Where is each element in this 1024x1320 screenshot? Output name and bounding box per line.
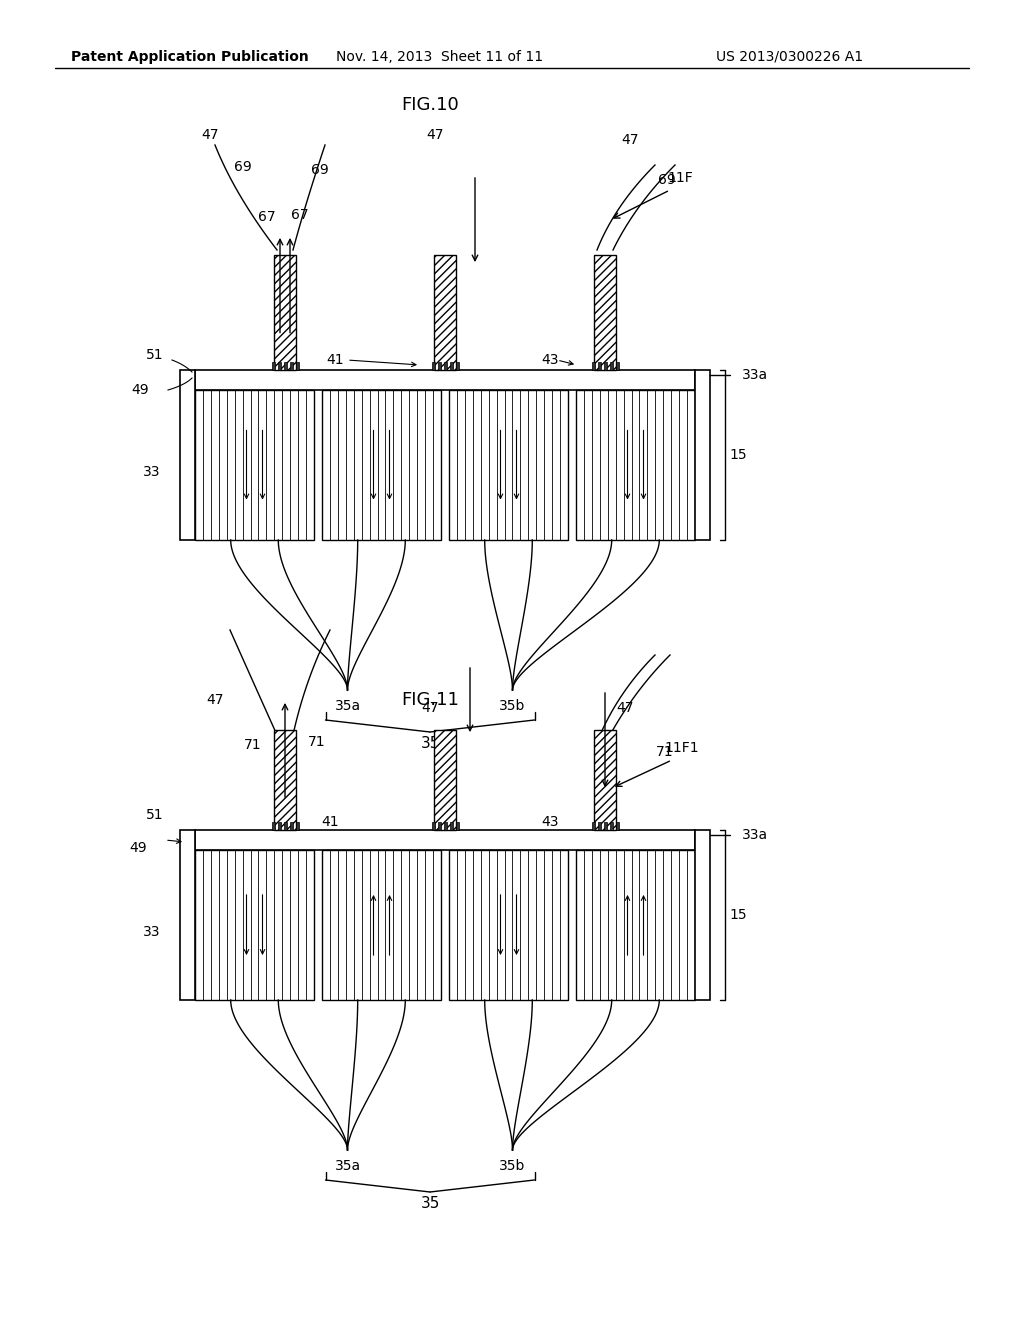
Text: 33: 33	[143, 925, 161, 939]
Bar	[290, 822, 293, 830]
Text: US 2013/0300226 A1: US 2013/0300226 A1	[717, 50, 863, 63]
Bar	[195, 389, 314, 540]
Bar	[437, 822, 440, 830]
Bar	[443, 822, 446, 830]
Bar	[195, 370, 695, 389]
Bar	[592, 822, 595, 830]
Text: 47: 47	[622, 133, 639, 147]
Text: 33: 33	[143, 465, 161, 479]
Text: Nov. 14, 2013  Sheet 11 of 11: Nov. 14, 2013 Sheet 11 of 11	[337, 50, 544, 63]
Text: 11F: 11F	[667, 172, 693, 185]
Bar	[695, 370, 710, 540]
Bar	[450, 362, 453, 370]
Text: 71: 71	[308, 735, 326, 748]
Text: 15: 15	[729, 908, 746, 921]
Text: 49: 49	[131, 383, 148, 397]
Text: 35b: 35b	[500, 1159, 525, 1173]
Text: 35: 35	[420, 1196, 439, 1212]
Bar	[434, 730, 456, 830]
Bar	[296, 822, 299, 830]
Bar	[180, 370, 195, 540]
Text: 69: 69	[311, 162, 329, 177]
Bar	[443, 362, 446, 370]
Text: 41: 41	[327, 352, 344, 367]
Text: 35: 35	[420, 737, 439, 751]
Text: 43: 43	[542, 352, 559, 367]
Text: FIG.10: FIG.10	[401, 96, 459, 114]
Text: 69: 69	[658, 173, 676, 187]
Text: 71: 71	[244, 738, 262, 752]
Bar	[284, 822, 287, 830]
Bar	[695, 830, 710, 1001]
Text: 33a: 33a	[742, 368, 768, 381]
Bar	[597, 822, 600, 830]
Text: 43: 43	[542, 814, 559, 829]
Bar	[449, 389, 568, 540]
Text: 51: 51	[146, 348, 164, 362]
Bar	[296, 362, 299, 370]
Bar	[431, 362, 434, 370]
Text: 49: 49	[129, 841, 146, 855]
Text: 47: 47	[421, 701, 438, 715]
Bar	[322, 850, 441, 1001]
Text: 51: 51	[146, 808, 164, 822]
Text: 47: 47	[202, 128, 219, 143]
Text: 67: 67	[291, 209, 309, 222]
Bar	[594, 255, 616, 370]
Bar	[437, 362, 440, 370]
Text: 41: 41	[322, 814, 339, 829]
Bar	[603, 822, 606, 830]
Bar	[195, 850, 314, 1001]
Text: 67: 67	[258, 210, 275, 224]
Text: FIG.11: FIG.11	[401, 690, 459, 709]
Bar	[271, 822, 274, 830]
Bar	[449, 850, 568, 1001]
Bar	[278, 362, 281, 370]
Bar	[615, 362, 618, 370]
Bar	[290, 362, 293, 370]
Bar	[195, 830, 695, 850]
Text: Patent Application Publication: Patent Application Publication	[71, 50, 309, 63]
Bar	[575, 850, 695, 1001]
Text: 47: 47	[426, 128, 443, 143]
Bar	[431, 822, 434, 830]
Text: 47: 47	[206, 693, 224, 708]
Text: 35a: 35a	[335, 1159, 360, 1173]
Text: 33a: 33a	[742, 828, 768, 842]
Bar	[594, 730, 616, 830]
Text: 35a: 35a	[335, 700, 360, 713]
Bar	[592, 362, 595, 370]
Bar	[456, 822, 459, 830]
Bar	[271, 362, 274, 370]
Text: 15: 15	[729, 447, 746, 462]
Text: 71: 71	[656, 744, 674, 759]
Bar	[615, 822, 618, 830]
Bar	[274, 255, 296, 370]
Bar	[180, 830, 195, 1001]
Bar	[609, 362, 612, 370]
Bar	[609, 822, 612, 830]
Bar	[575, 389, 695, 540]
Bar	[456, 362, 459, 370]
Bar	[597, 362, 600, 370]
Bar	[434, 255, 456, 370]
Bar	[278, 822, 281, 830]
Bar	[450, 822, 453, 830]
Bar	[284, 362, 287, 370]
Text: 35b: 35b	[500, 700, 525, 713]
Bar	[322, 389, 441, 540]
Text: 69: 69	[234, 160, 252, 174]
Bar	[274, 730, 296, 830]
Text: 11F1: 11F1	[665, 741, 699, 755]
Bar	[603, 362, 606, 370]
Text: 47: 47	[616, 701, 634, 715]
